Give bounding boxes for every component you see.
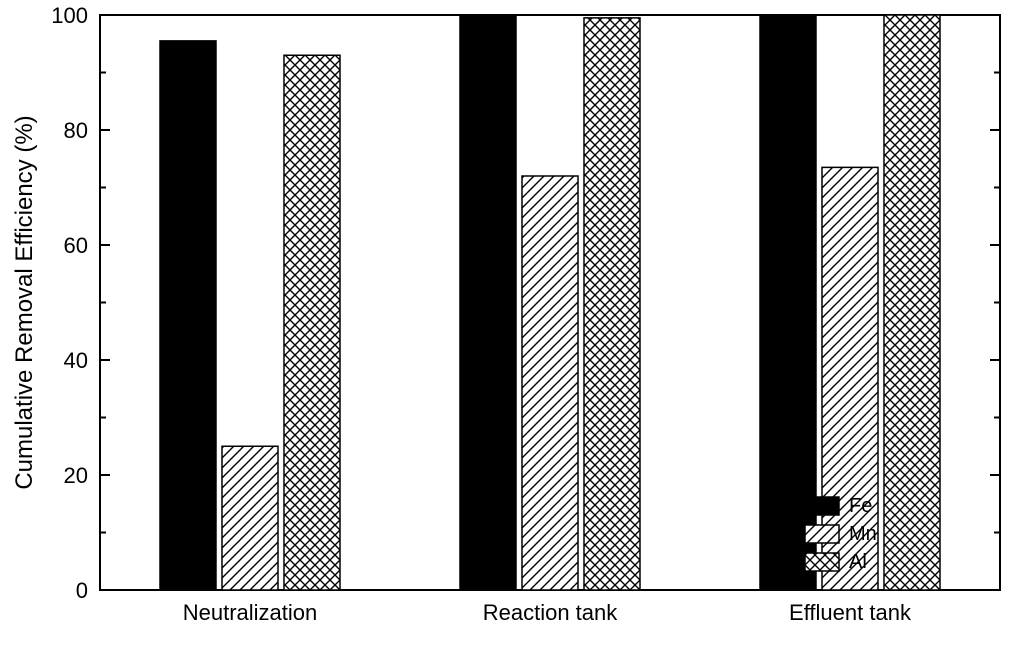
y-tick-label: 0 [76,578,88,603]
x-category-label: Effluent tank [789,600,912,625]
bar-mn [222,446,278,590]
x-axis: Neutralization Reaction tank Effluent tank [183,600,912,625]
bar-fe [460,15,516,590]
bar-fe [160,41,216,590]
legend-swatch-fe [805,497,839,515]
legend-label: Mn [849,523,877,545]
bar-al [584,18,640,590]
bar-al [284,55,340,590]
legend-swatch-mn [805,525,839,543]
y-tick-label: 100 [51,3,88,28]
y-tick-label: 60 [64,233,88,258]
legend-swatch-al [805,553,839,571]
y-tick-label: 80 [64,118,88,143]
legend-label: Fe [849,495,872,517]
x-category-label: Reaction tank [483,600,619,625]
bar-mn [522,176,578,590]
x-category-label: Neutralization [183,600,318,625]
bar-al [884,15,940,590]
removal-efficiency-bar-chart: 0 20 40 60 80 100 Neutralization Reaction tank… [0,0,1024,655]
y-axis-label: Cumulative Removal Efficiency (%) [11,115,38,489]
y-tick-label: 20 [64,463,88,488]
y-tick-label: 40 [64,348,88,373]
chart-svg: 0 20 40 60 80 100 Neutralization Reaction tank… [0,0,1024,655]
legend-label: Al [849,551,867,573]
